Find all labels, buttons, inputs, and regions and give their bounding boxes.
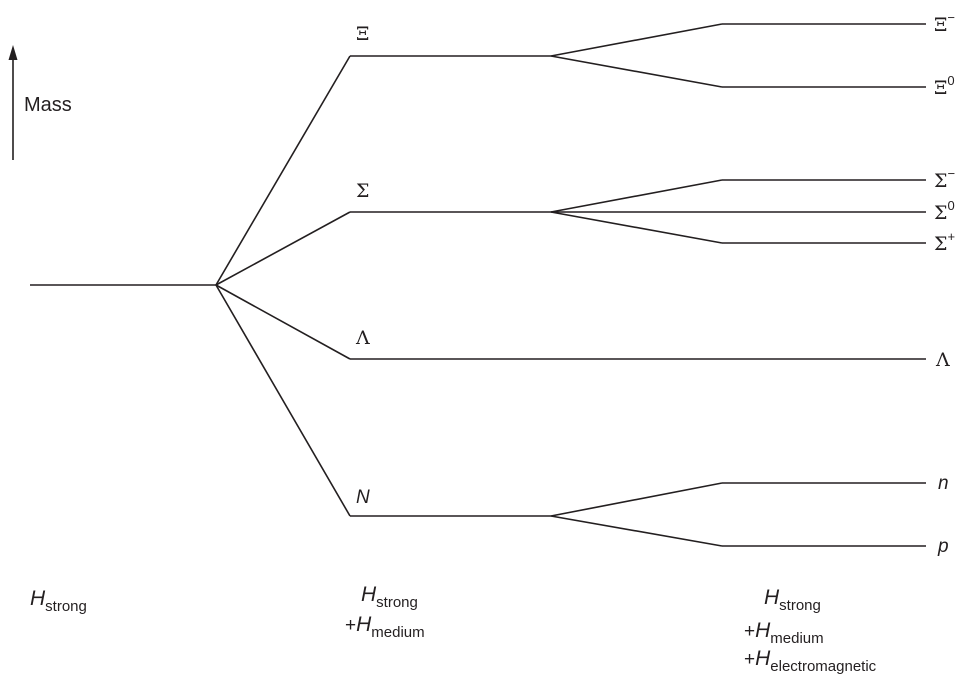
split-line-xi: [215, 55, 351, 286]
xi-minus-branch: [550, 23, 723, 57]
sigma-minus-branch: [550, 179, 723, 213]
hamiltonian-captions: Hstrong Hstrong +Hmedium Hstrong +Hmediu…: [30, 583, 877, 675]
split-line-nucleon: [215, 284, 351, 517]
sigma-plus-branch: [550, 211, 723, 244]
sigma-split: [550, 179, 926, 244]
xi-zero-branch: [550, 55, 723, 88]
sigma-zero-label: Σ0: [934, 198, 955, 224]
proton-label: p: [937, 536, 949, 557]
xi-split: [550, 23, 926, 88]
nucleon-label: N: [356, 487, 370, 508]
col2-h-strong: Hstrong: [361, 583, 418, 611]
lambda-label: Λ: [355, 327, 370, 349]
sigma-minus-label: Σ−: [934, 166, 955, 192]
split-line-lambda: [215, 284, 351, 360]
col1-h-strong: Hstrong: [30, 587, 87, 615]
mass-axis-label: Mass: [24, 94, 72, 116]
sigma-label: Σ: [356, 180, 369, 202]
xi-minus-label: Ξ−: [934, 10, 955, 36]
col3-h-strong: Hstrong: [764, 586, 821, 614]
nucleon-split: [550, 482, 926, 547]
proton-branch: [550, 515, 723, 547]
strong-to-medium-split: [215, 55, 351, 517]
col2-h-medium: +Hmedium: [345, 613, 425, 641]
particle-labels: Ξ− Ξ0 Σ− Σ0 Σ+ Λ n p: [934, 10, 955, 557]
xi-zero-label: Ξ0: [934, 73, 955, 99]
mass-axis-arrowhead: [8, 45, 18, 60]
neutron-label: n: [938, 473, 949, 494]
col3-h-electromagnetic: +Helectromagnetic: [744, 647, 877, 675]
lambda-em-label: Λ: [935, 349, 950, 371]
medium-levels: Ξ Σ Λ N: [350, 23, 926, 517]
neutron-branch: [550, 482, 723, 517]
sigma-plus-label: Σ+: [934, 229, 955, 255]
mass-axis: Mass: [8, 45, 72, 160]
xi-label: Ξ: [356, 23, 369, 45]
col3-h-medium: +Hmedium: [744, 619, 824, 647]
split-line-sigma: [215, 211, 351, 286]
